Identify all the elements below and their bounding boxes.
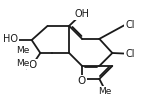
Text: Cl: Cl bbox=[125, 20, 135, 30]
Text: Me: Me bbox=[16, 59, 29, 68]
Text: HO: HO bbox=[3, 34, 18, 44]
Text: O: O bbox=[77, 76, 86, 86]
Text: Me: Me bbox=[98, 87, 112, 96]
Text: O: O bbox=[28, 60, 37, 70]
Text: Cl: Cl bbox=[125, 49, 135, 59]
Text: OH: OH bbox=[75, 9, 90, 19]
Text: Me: Me bbox=[16, 46, 29, 55]
